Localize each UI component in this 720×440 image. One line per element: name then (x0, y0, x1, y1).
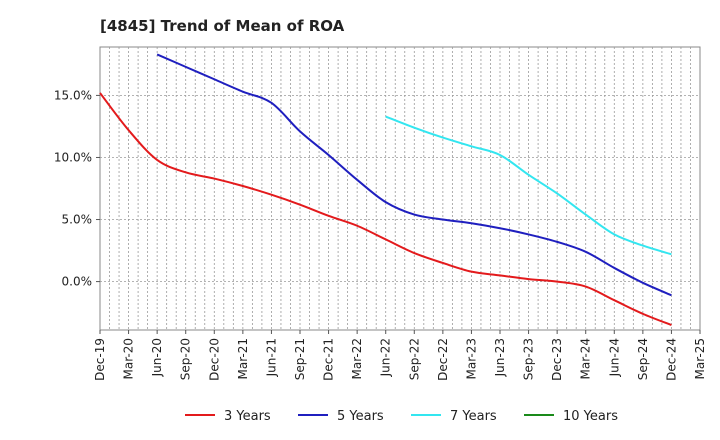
legend-label-7-years: 7 Years (450, 409, 497, 424)
y-tick-label: 15.0% (54, 88, 92, 102)
x-tick-label: Mar-21 (236, 338, 250, 379)
x-tick-label: Jun-22 (379, 338, 393, 377)
legend: 3 Years 5 Years 7 Years 10 Years (185, 409, 618, 424)
x-tick-label: Sep-24 (636, 338, 650, 380)
x-tick-label: Jun-21 (264, 338, 278, 377)
series-line-7-years (385, 115, 672, 256)
x-tick-label: Dec-19 (93, 338, 107, 381)
x-tick-label: Dec-24 (664, 338, 678, 381)
series-lines (99, 53, 672, 326)
x-tick-label: Jun-23 (493, 338, 507, 377)
x-tick-label: Dec-23 (550, 338, 564, 381)
chart-title: [4845] Trend of Mean of ROA (100, 17, 345, 35)
legend-label-5-years: 5 Years (337, 409, 384, 424)
plot-area (99, 46, 701, 331)
legend-label-3-years: 3 Years (224, 409, 271, 424)
legend-label-10-years: 10 Years (563, 409, 618, 424)
series-line-5-years (156, 53, 672, 297)
y-axis: 0.0% 5.0% 10.0% 15.0% (54, 88, 100, 289)
y-tick-label: 5.0% (62, 213, 93, 227)
x-tick-label: Dec-20 (207, 338, 221, 381)
x-tick-label: Sep-22 (407, 338, 421, 380)
x-tick-label: Mar-22 (350, 338, 364, 379)
x-tick-label: Sep-20 (179, 338, 193, 380)
x-tick-label: Mar-20 (122, 338, 136, 379)
x-tick-label: Dec-21 (322, 338, 336, 381)
series-line-3-years (99, 92, 672, 326)
x-tick-label: Sep-23 (522, 338, 536, 380)
x-tick-label: Mar-25 (693, 338, 707, 379)
x-tick-label: Mar-24 (579, 338, 593, 379)
x-tick-label: Dec-22 (436, 338, 450, 381)
x-tick-label: Mar-23 (464, 338, 478, 379)
y-tick-label: 0.0% (62, 275, 93, 289)
x-tick-label: Jun-20 (150, 338, 164, 377)
y-tick-label: 10.0% (54, 150, 92, 164)
x-tick-label: Jun-24 (607, 338, 621, 377)
x-tick-label: Sep-21 (293, 338, 307, 380)
x-axis: Dec-19 Mar-20 Jun-20 Sep-20 Dec-20 Mar-21 Jun-… (93, 330, 707, 381)
